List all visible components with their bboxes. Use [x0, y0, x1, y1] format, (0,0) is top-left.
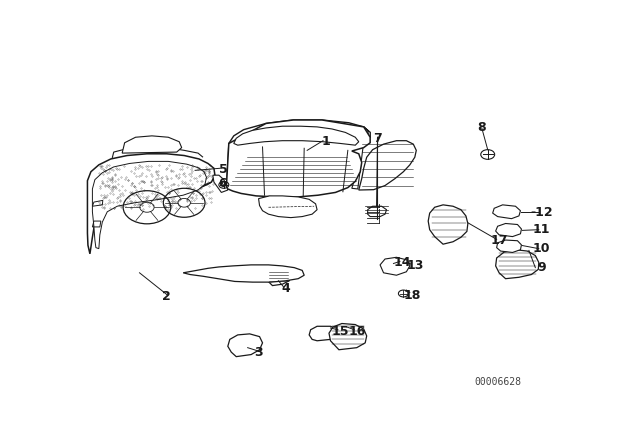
Text: 1: 1	[321, 135, 330, 148]
Text: 2: 2	[163, 290, 171, 303]
Polygon shape	[234, 126, 359, 145]
Polygon shape	[227, 120, 370, 197]
Polygon shape	[495, 250, 539, 279]
Polygon shape	[88, 154, 215, 254]
Polygon shape	[228, 334, 262, 357]
Polygon shape	[183, 265, 304, 282]
Polygon shape	[493, 205, 520, 219]
Polygon shape	[122, 136, 182, 153]
Polygon shape	[266, 268, 291, 285]
Text: 5: 5	[220, 163, 228, 176]
Text: 17: 17	[490, 233, 508, 246]
Polygon shape	[227, 143, 264, 191]
Polygon shape	[92, 161, 207, 249]
Polygon shape	[309, 326, 337, 341]
Text: 6: 6	[218, 177, 227, 190]
Text: 13: 13	[406, 259, 424, 272]
Polygon shape	[259, 196, 317, 218]
Text: 4: 4	[282, 282, 290, 295]
Text: 9: 9	[537, 261, 545, 274]
Text: 00006628: 00006628	[474, 377, 521, 387]
Text: 10: 10	[532, 242, 550, 255]
Polygon shape	[380, 257, 410, 275]
Text: 8: 8	[477, 121, 486, 134]
Polygon shape	[495, 224, 522, 237]
Text: 18: 18	[404, 289, 421, 302]
Text: 16: 16	[348, 325, 365, 338]
Polygon shape	[359, 141, 416, 190]
Polygon shape	[497, 240, 522, 253]
Text: 14: 14	[394, 256, 411, 269]
Text: 15: 15	[332, 325, 349, 338]
Polygon shape	[213, 175, 228, 193]
Polygon shape	[428, 205, 468, 244]
Text: 7: 7	[373, 132, 382, 145]
Text: -12: -12	[530, 206, 552, 219]
Text: 3: 3	[254, 346, 263, 359]
Text: 11: 11	[532, 223, 550, 236]
Polygon shape	[329, 323, 367, 350]
Polygon shape	[348, 127, 370, 189]
Polygon shape	[229, 120, 370, 150]
